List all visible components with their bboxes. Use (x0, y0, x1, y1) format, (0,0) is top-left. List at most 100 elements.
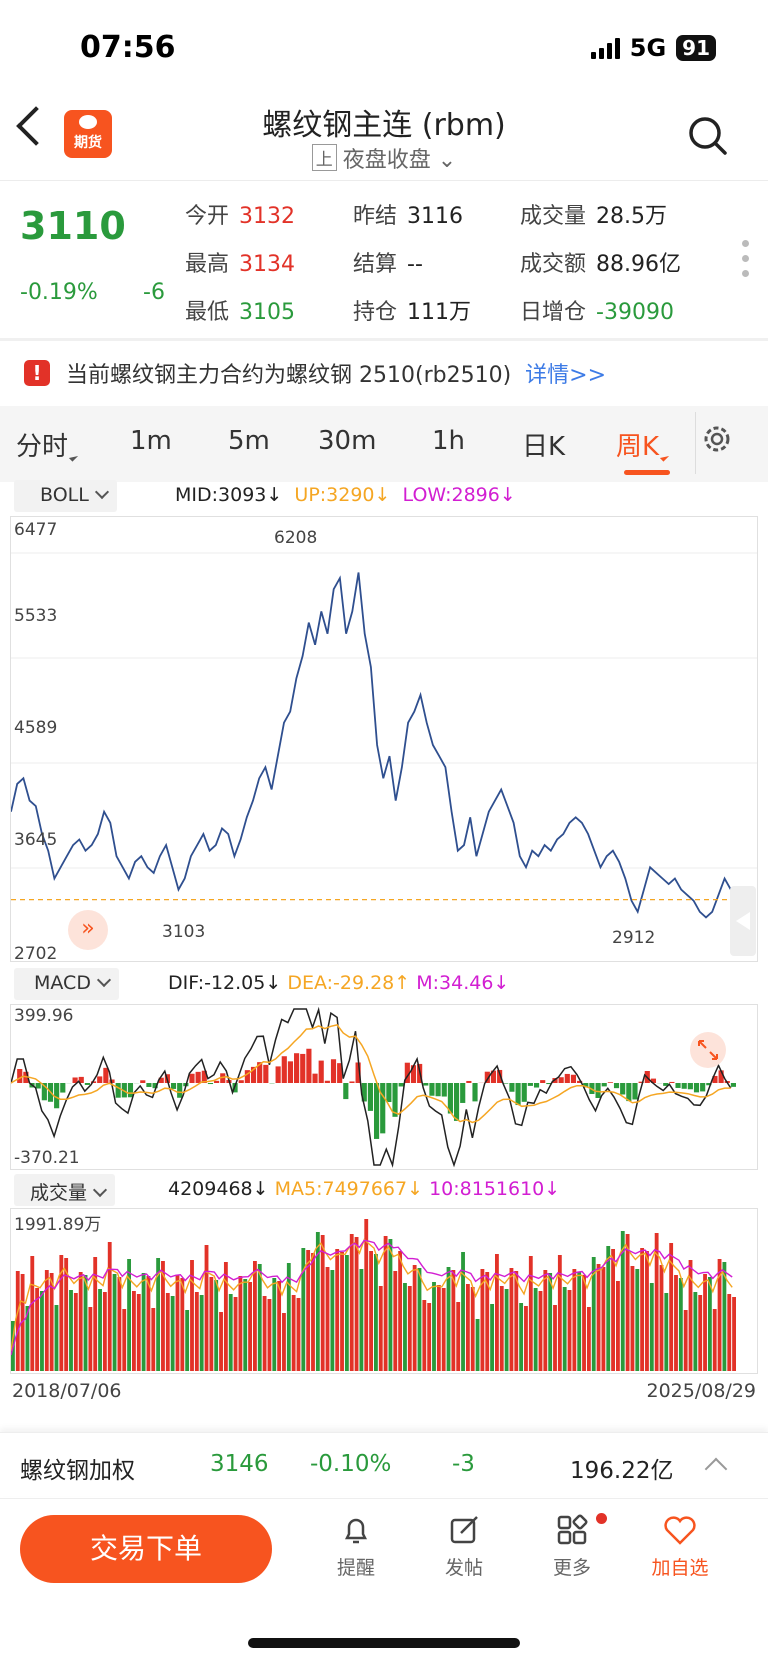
volume-bar (582, 1275, 586, 1371)
volume-bar (519, 1303, 524, 1371)
macd-bar (429, 1083, 435, 1096)
volume-bar (557, 1255, 562, 1371)
macd-bar (577, 1080, 583, 1083)
macd-bar (681, 1083, 687, 1089)
chevron-up-icon[interactable] (704, 1457, 728, 1481)
active-tab-indicator (624, 470, 670, 475)
macd-selector[interactable]: MACD (14, 968, 119, 1000)
macd-bar (158, 1077, 164, 1083)
volume-bar (20, 1274, 25, 1371)
weighted-turnover: 196.22亿 (570, 1458, 674, 1484)
volume-bar (732, 1297, 736, 1371)
volume-bar (335, 1249, 340, 1371)
tab-1m[interactable]: 1m (130, 426, 172, 456)
macd-bar (374, 1083, 380, 1139)
tab-timeshare[interactable]: 分时 (16, 426, 79, 463)
macd-bar (460, 1083, 466, 1103)
status-time: 07:56 (80, 30, 176, 65)
volume-bar (616, 1281, 620, 1371)
macd-bar (367, 1083, 373, 1111)
macd-bar (244, 1070, 250, 1083)
volume-bar (591, 1257, 596, 1371)
notice-detail-link[interactable]: 详情>> (525, 363, 607, 388)
volume-bar (199, 1295, 204, 1371)
scroll-left-button[interactable]: » (68, 910, 108, 950)
macd-bar (435, 1083, 441, 1097)
drawer-handle[interactable] (730, 886, 756, 956)
tab-daily[interactable]: 日K (522, 432, 566, 462)
volume-bar (712, 1309, 717, 1371)
weighted-index-bar[interactable]: 螺纹钢加权 3146 -0.10% -3 196.22亿 (0, 1432, 768, 1496)
volume-bar (485, 1272, 490, 1371)
volume-bar (44, 1270, 49, 1371)
volume-bar (15, 1271, 20, 1371)
macd-bar (527, 1083, 533, 1086)
battery-icon: 91 (676, 35, 716, 61)
macd-chart[interactable] (10, 1004, 758, 1170)
add-favorite-nav-item[interactable]: 加自选 (640, 1513, 720, 1580)
volume-bar (253, 1261, 257, 1371)
macd-bar (515, 1083, 521, 1106)
volume-bar (495, 1254, 499, 1371)
search-icon[interactable] (688, 116, 728, 156)
volume-bar (538, 1291, 543, 1371)
boll-selector[interactable]: BOLL (14, 480, 117, 512)
tab-5m[interactable]: 5m (228, 426, 270, 456)
contract-notice[interactable]: ! 当前螺纹钢主力合约为螺纹钢 2510(rb2510) 详情>> (0, 340, 768, 406)
macd-bar (115, 1083, 121, 1098)
macd-bar (189, 1073, 195, 1083)
tab-weekly[interactable]: 周K (616, 426, 670, 463)
volume-bar (436, 1285, 441, 1371)
macd-bar (675, 1083, 681, 1088)
volume-bar (88, 1307, 93, 1371)
volume-chart[interactable] (10, 1208, 758, 1374)
quote-field: 成交额 88.96亿 (520, 252, 681, 277)
macd-bar (201, 1070, 207, 1083)
expand-icon[interactable] (690, 1032, 726, 1068)
gear-icon[interactable] (700, 422, 734, 456)
macd-bar (564, 1073, 570, 1083)
volume-selector[interactable]: 成交量 (14, 1174, 116, 1206)
volume-bar (654, 1233, 659, 1371)
volume-bar (403, 1283, 407, 1371)
volume-bar (524, 1306, 528, 1371)
volume-bar (228, 1294, 233, 1371)
macd-bar (601, 1083, 607, 1087)
tab-1h[interactable]: 1h (432, 426, 466, 456)
session-selector[interactable]: 上夜盘收盘 ⌄ (0, 142, 768, 174)
macd-bar (121, 1083, 127, 1098)
macd-bar (730, 1083, 736, 1087)
macd-bar (503, 1083, 509, 1084)
macd-bar (127, 1083, 134, 1098)
y-tick-label: 3645 (14, 830, 58, 850)
volume-bar (54, 1305, 59, 1371)
volume-bar (25, 1306, 30, 1371)
volume-bar (301, 1248, 306, 1371)
volume-bar (78, 1272, 83, 1371)
macd-bar (300, 1053, 306, 1083)
volume-bar (693, 1292, 698, 1371)
exchange-tag: 上 (311, 144, 337, 171)
volume-bar (577, 1272, 582, 1371)
volume-bar (209, 1277, 214, 1371)
macd-min-label: -370.21 (14, 1148, 80, 1168)
macd-bar (140, 1080, 146, 1083)
alert-nav-item[interactable]: 提醒 (316, 1513, 396, 1580)
volume-bar (393, 1271, 398, 1371)
macd-bar (693, 1083, 700, 1093)
page-title: 螺纹钢主连 (rbm) (262, 108, 506, 143)
volume-bar (374, 1254, 378, 1371)
change-abs: -6 (143, 280, 165, 305)
more-nav-item[interactable]: 更多 (532, 1513, 612, 1580)
volume-bar (664, 1293, 669, 1371)
volume-bar (465, 1284, 470, 1371)
post-nav-item[interactable]: 发帖 (424, 1513, 504, 1580)
macd-bar (281, 1056, 287, 1083)
trade-order-button[interactable]: 交易下单 (20, 1515, 272, 1583)
macd-bar (263, 1064, 269, 1083)
macd-bar (380, 1083, 386, 1134)
more-icon[interactable] (742, 240, 749, 285)
tab-30m[interactable]: 30m (318, 426, 377, 456)
volume-bar (703, 1274, 707, 1371)
price-chart[interactable] (10, 516, 758, 962)
